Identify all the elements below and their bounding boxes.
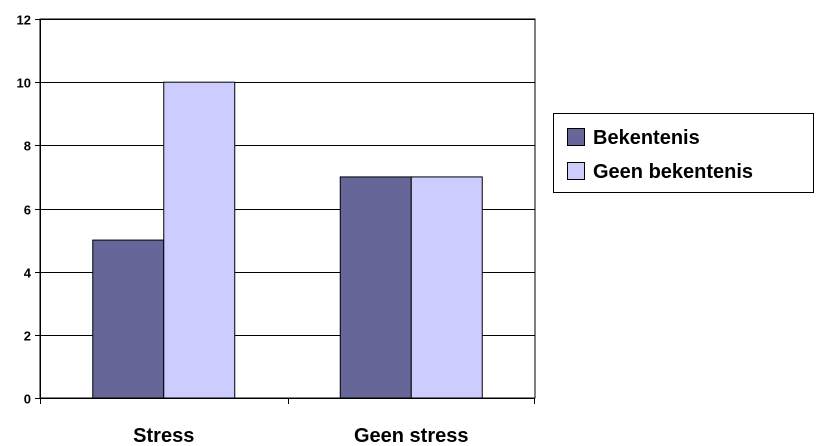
- bar-geen-stress-geen-bekentenis: [410, 176, 483, 399]
- y-tick-label: 4: [24, 266, 32, 281]
- bar-stress-geen-bekentenis: [163, 81, 236, 399]
- y-tick-label: 10: [17, 76, 31, 91]
- y-tick-label: 6: [24, 203, 31, 218]
- legend-box: [553, 113, 814, 193]
- y-tick-label: 0: [24, 392, 31, 407]
- y-tick-label: 2: [24, 329, 31, 344]
- axes: 0 2 4 6 8 10 12 Stress Geen stress: [17, 13, 535, 446]
- x-category-label: Geen stress: [354, 425, 469, 446]
- legend-swatch: [567, 162, 585, 180]
- bars: [92, 81, 483, 399]
- x-category-label: Stress: [133, 425, 194, 446]
- legend-swatch: [567, 128, 585, 146]
- bar-stress-bekentenis: [92, 239, 165, 399]
- y-tick-label: 8: [24, 139, 31, 154]
- legend: Bekentenis Geen bekentenis: [553, 113, 814, 193]
- legend-label: Geen bekentenis: [593, 161, 753, 183]
- legend-label: Bekentenis: [593, 127, 700, 149]
- y-tick-label: 12: [17, 13, 31, 28]
- bar-geen-stress-bekentenis: [339, 176, 412, 399]
